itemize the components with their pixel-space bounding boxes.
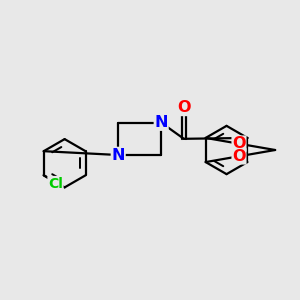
- Text: N: N: [112, 148, 125, 163]
- Text: O: O: [177, 100, 190, 116]
- Text: O: O: [232, 149, 246, 164]
- Text: Cl: Cl: [48, 177, 63, 190]
- Text: N: N: [154, 115, 168, 130]
- Text: O: O: [232, 136, 246, 151]
